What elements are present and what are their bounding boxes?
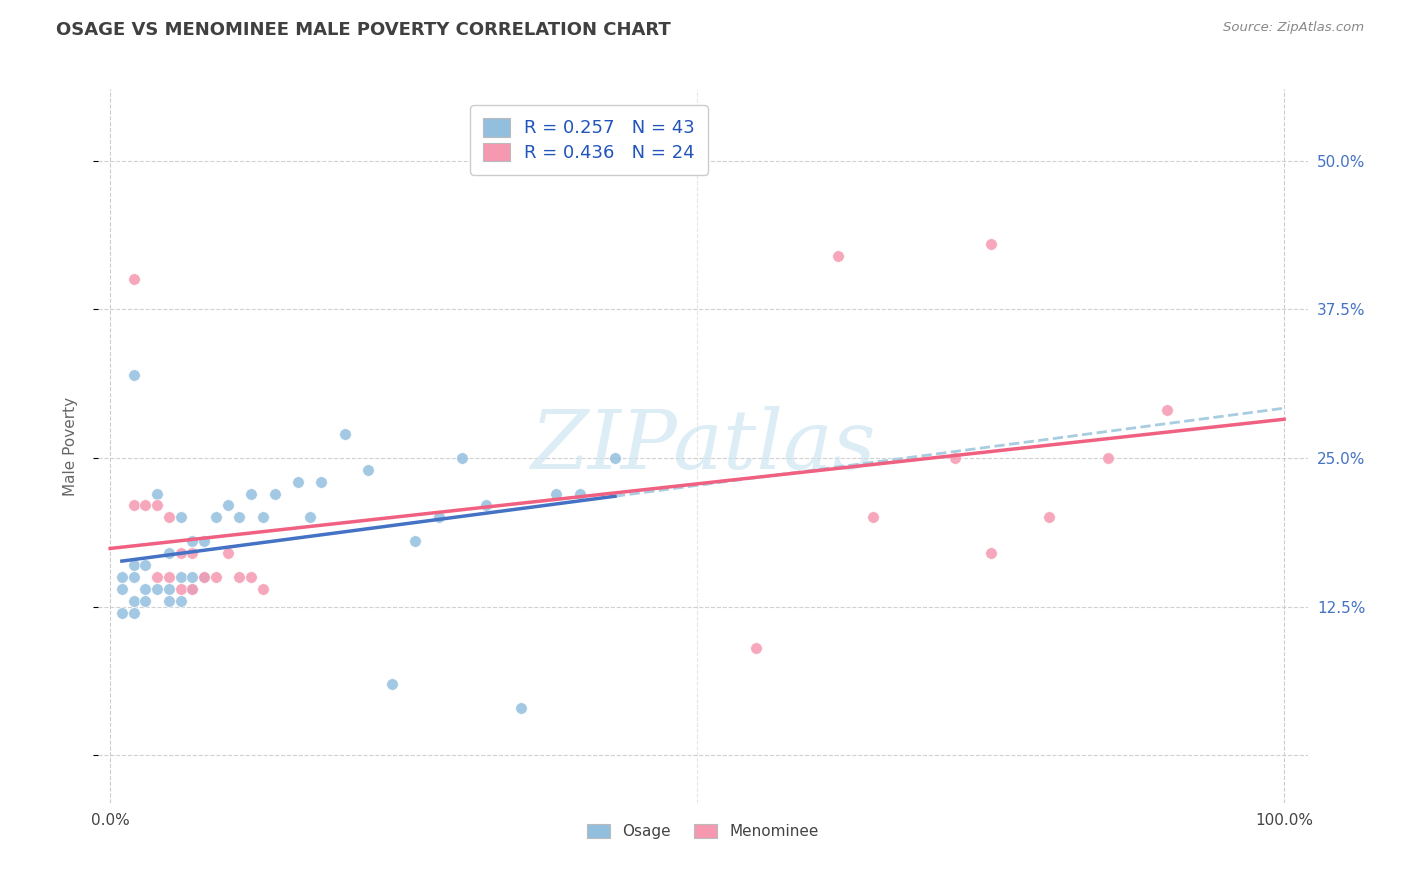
- Point: [333, 427, 356, 442]
- Point: [945, 450, 967, 465]
- Point: [357, 463, 380, 477]
- Point: [745, 641, 768, 656]
- Point: [157, 570, 180, 584]
- Point: [862, 510, 884, 524]
- Point: [451, 450, 474, 465]
- Point: [146, 486, 169, 500]
- Point: [252, 510, 274, 524]
- Point: [157, 593, 180, 607]
- Point: [980, 546, 1002, 560]
- Point: [122, 272, 145, 286]
- Text: Source: ZipAtlas.com: Source: ZipAtlas.com: [1223, 21, 1364, 34]
- Y-axis label: Male Poverty: Male Poverty: [63, 396, 77, 496]
- Point: [252, 582, 274, 596]
- Point: [298, 510, 321, 524]
- Point: [311, 475, 333, 489]
- Point: [193, 570, 215, 584]
- Point: [157, 510, 180, 524]
- Point: [111, 570, 134, 584]
- Point: [134, 582, 156, 596]
- Point: [169, 570, 191, 584]
- Point: [1097, 450, 1119, 465]
- Point: [193, 534, 215, 549]
- Point: [217, 499, 239, 513]
- Point: [240, 570, 263, 584]
- Point: [980, 236, 1002, 251]
- Point: [122, 570, 145, 584]
- Point: [134, 499, 156, 513]
- Point: [193, 570, 215, 584]
- Point: [427, 510, 450, 524]
- Point: [181, 570, 204, 584]
- Point: [204, 570, 226, 584]
- Point: [510, 700, 533, 714]
- Point: [111, 606, 134, 620]
- Point: [228, 570, 250, 584]
- Point: [122, 558, 145, 572]
- Point: [204, 510, 226, 524]
- Point: [827, 249, 849, 263]
- Point: [404, 534, 426, 549]
- Point: [181, 534, 204, 549]
- Point: [146, 582, 169, 596]
- Point: [287, 475, 309, 489]
- Legend: Osage, Menominee: Osage, Menominee: [581, 818, 825, 845]
- Point: [122, 606, 145, 620]
- Point: [546, 486, 568, 500]
- Point: [169, 593, 191, 607]
- Text: ZIPatlas: ZIPatlas: [530, 406, 876, 486]
- Point: [169, 510, 191, 524]
- Point: [134, 558, 156, 572]
- Point: [475, 499, 498, 513]
- Point: [146, 570, 169, 584]
- Point: [122, 499, 145, 513]
- Point: [181, 582, 204, 596]
- Point: [146, 499, 169, 513]
- Point: [181, 582, 204, 596]
- Point: [1156, 403, 1178, 417]
- Point: [181, 546, 204, 560]
- Point: [603, 450, 626, 465]
- Point: [1038, 510, 1060, 524]
- Point: [217, 546, 239, 560]
- Point: [169, 546, 191, 560]
- Point: [169, 582, 191, 596]
- Point: [228, 510, 250, 524]
- Point: [122, 368, 145, 382]
- Point: [157, 582, 180, 596]
- Point: [122, 593, 145, 607]
- Text: OSAGE VS MENOMINEE MALE POVERTY CORRELATION CHART: OSAGE VS MENOMINEE MALE POVERTY CORRELAT…: [56, 21, 671, 38]
- Point: [134, 593, 156, 607]
- Point: [381, 677, 404, 691]
- Point: [157, 546, 180, 560]
- Point: [111, 582, 134, 596]
- Point: [263, 486, 285, 500]
- Point: [568, 486, 591, 500]
- Point: [240, 486, 263, 500]
